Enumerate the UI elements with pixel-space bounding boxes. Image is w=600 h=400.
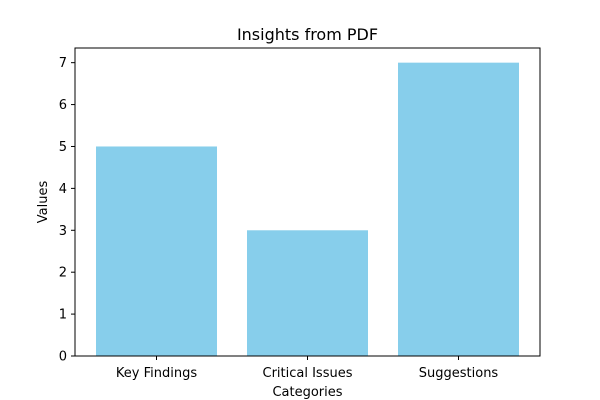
y-tick-label: 6 <box>59 98 67 113</box>
y-tick-label: 3 <box>59 224 67 239</box>
chart-title: Insights from PDF <box>237 25 378 44</box>
x-axis: Key Findings Critical Issues Suggestions <box>116 356 499 381</box>
x-tick-label: Key Findings <box>116 366 197 381</box>
y-tick-label: 7 <box>59 56 67 71</box>
y-tick-label: 1 <box>59 308 67 323</box>
bar-key-findings <box>96 146 217 356</box>
y-tick-label: 0 <box>59 350 67 365</box>
bars-layer <box>96 62 519 357</box>
bar-critical-issues <box>247 230 368 356</box>
y-tick-label: 2 <box>59 266 67 281</box>
y-axis-title: Values <box>36 181 51 224</box>
x-axis-title: Categories <box>272 385 342 400</box>
x-tick-label: Suggestions <box>419 366 499 381</box>
x-tick-label: Critical Issues <box>263 366 353 381</box>
y-tick-label: 5 <box>59 140 67 155</box>
y-tick-label: 4 <box>59 182 67 197</box>
plot-area-frame <box>74 47 541 357</box>
bar-suggestions <box>398 62 519 357</box>
y-axis: 0 1 2 3 4 5 6 7 <box>59 56 75 365</box>
